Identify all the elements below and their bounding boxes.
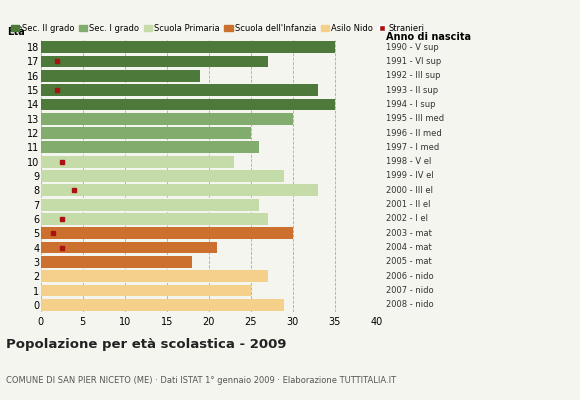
Bar [41, 213, 267, 225]
Bar [41, 199, 259, 210]
Legend: Sec. II grado, Sec. I grado, Scuola Primaria, Scuola dell'Infanzia, Asilo Nido, : Sec. II grado, Sec. I grado, Scuola Prim… [11, 24, 425, 33]
Text: 2008 - nido: 2008 - nido [386, 300, 433, 309]
Bar [41, 142, 259, 153]
Text: 1997 - I med: 1997 - I med [386, 143, 439, 152]
Bar [41, 56, 267, 67]
Text: 2006 - nido: 2006 - nido [386, 272, 433, 281]
Text: Popolazione per età scolastica - 2009: Popolazione per età scolastica - 2009 [6, 338, 287, 351]
Text: 1996 - II med: 1996 - II med [386, 128, 441, 138]
Bar [41, 70, 200, 82]
Bar [41, 41, 335, 53]
Bar [41, 285, 251, 296]
Bar [41, 170, 284, 182]
Text: 2000 - III el: 2000 - III el [386, 186, 433, 195]
Bar [41, 270, 267, 282]
Bar [41, 299, 284, 311]
Bar [41, 113, 293, 125]
Text: 1999 - IV el: 1999 - IV el [386, 172, 433, 180]
Text: 1991 - VI sup: 1991 - VI sup [386, 57, 441, 66]
Text: 1990 - V sup: 1990 - V sup [386, 43, 438, 52]
Text: Età: Età [7, 27, 25, 37]
Bar [41, 242, 217, 254]
Text: 2002 - I el: 2002 - I el [386, 214, 427, 224]
Bar [41, 156, 234, 168]
Text: 1992 - III sup: 1992 - III sup [386, 71, 440, 80]
Text: 2005 - mat: 2005 - mat [386, 257, 432, 266]
Bar [41, 184, 318, 196]
Text: 2007 - nido: 2007 - nido [386, 286, 433, 295]
Text: COMUNE DI SAN PIER NICETO (ME) · Dati ISTAT 1° gennaio 2009 · Elaborazione TUTTI: COMUNE DI SAN PIER NICETO (ME) · Dati IS… [6, 376, 396, 385]
Text: Anno di nascita: Anno di nascita [386, 32, 471, 42]
Bar [41, 127, 251, 139]
Text: 1998 - V el: 1998 - V el [386, 157, 431, 166]
Bar [41, 227, 293, 239]
Text: 2004 - mat: 2004 - mat [386, 243, 432, 252]
Bar [41, 256, 192, 268]
Text: 1995 - III med: 1995 - III med [386, 114, 444, 123]
Text: 1993 - II sup: 1993 - II sup [386, 86, 438, 95]
Bar [41, 98, 335, 110]
Text: 2003 - mat: 2003 - mat [386, 229, 432, 238]
Text: 1994 - I sup: 1994 - I sup [386, 100, 435, 109]
Text: 2001 - II el: 2001 - II el [386, 200, 430, 209]
Bar [41, 84, 318, 96]
